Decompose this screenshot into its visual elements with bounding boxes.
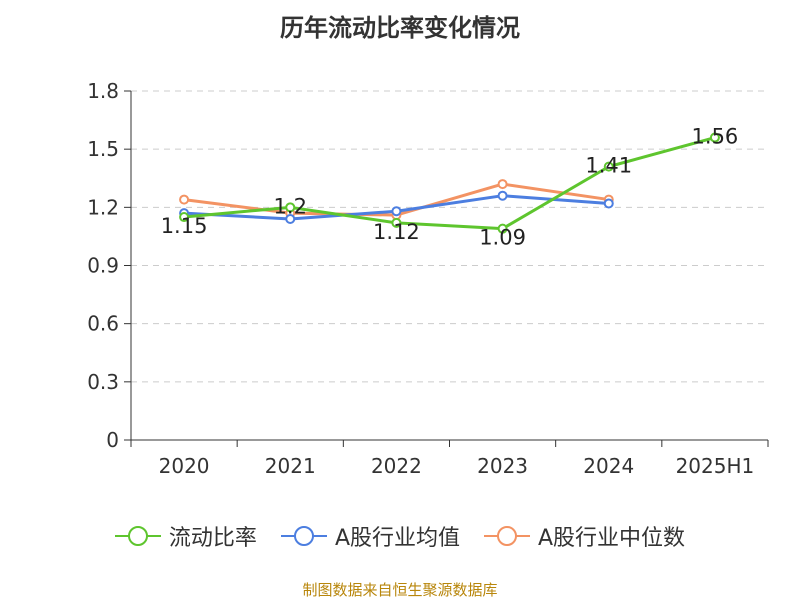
data-label: 1.2 <box>274 194 307 218</box>
x-tick-label: 2023 <box>477 454 528 478</box>
y-tick-label: 0.3 <box>87 370 119 394</box>
x-tick-label: 2024 <box>583 454 634 478</box>
legend-label: A股行业均值 <box>334 526 460 551</box>
y-tick-label: 1.2 <box>87 195 119 219</box>
legend-label: A股行业中位数 <box>538 526 686 551</box>
source-note: 制图数据来自恒生聚源数据库 <box>302 581 498 599</box>
x-tick-label: 2020 <box>159 454 210 478</box>
data-point <box>179 212 190 223</box>
legend-line-icon <box>484 526 530 546</box>
data-label: 1.12 <box>373 220 420 244</box>
y-tick-label: 1.8 <box>87 79 119 103</box>
data-point <box>285 202 296 213</box>
data-point <box>497 190 508 201</box>
data-label: 1.56 <box>692 125 739 149</box>
data-point <box>391 217 402 228</box>
data-point <box>603 161 614 172</box>
y-tick-label: 1.5 <box>87 137 119 161</box>
series-line <box>182 136 717 231</box>
legend-item-industry-mean[interactable]: A股行业均值 <box>280 520 460 552</box>
legend-line-icon <box>114 526 161 546</box>
legend-line-icon <box>280 526 327 546</box>
data-point <box>497 223 508 234</box>
legend-item-current-ratio[interactable]: 流动比率 <box>114 520 257 552</box>
chart-title: 历年流动比率变化情况 <box>280 14 520 42</box>
data-point <box>179 194 190 205</box>
x-tick-label: 2025H1 <box>676 454 755 478</box>
data-point <box>497 179 508 190</box>
x-tick-label: 2021 <box>265 454 316 478</box>
data-point <box>709 132 720 143</box>
data-label: 1.09 <box>479 226 526 250</box>
legend: 流动比率 A股行业均值 A股行业中位数 <box>0 520 800 552</box>
data-point <box>603 198 614 209</box>
data-label: 1.41 <box>585 154 632 178</box>
data-label: 1.15 <box>161 214 208 238</box>
y-tick-label: 0.6 <box>87 312 119 336</box>
y-tick-label: 0.9 <box>87 254 119 278</box>
legend-item-industry-median[interactable]: A股行业中位数 <box>484 520 685 552</box>
y-tick-label: 0 <box>106 428 119 452</box>
data-point <box>285 213 296 224</box>
x-tick-label: 2022 <box>371 454 422 478</box>
legend-label: 流动比率 <box>168 526 257 551</box>
data-point <box>391 206 402 217</box>
